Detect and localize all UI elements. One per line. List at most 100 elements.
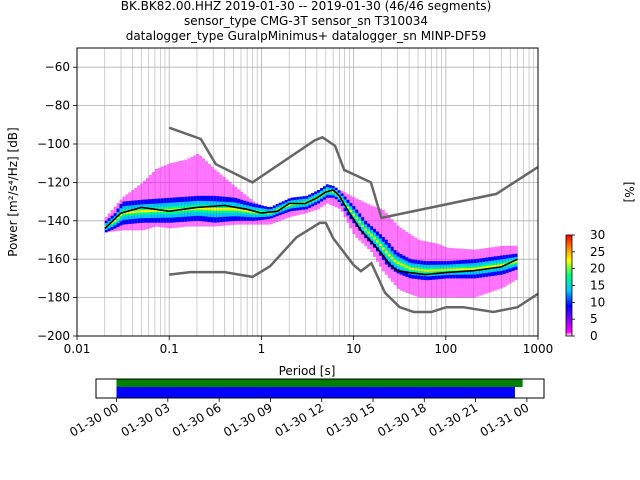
density-cell-peak [199,207,203,210]
density-cell-outer [163,165,167,228]
timeline-bars [116,379,523,398]
density-cell-peak [110,222,114,224]
timeline-tick-label: 01-30 15 [324,400,378,439]
density-cell-peak [222,208,226,211]
density-cell-peak [443,268,447,271]
timeline-bar-data [116,379,523,387]
y-tick-label: −160 [37,252,70,266]
density-cell-peak [452,268,456,271]
density-cell-outer [196,153,200,227]
density-cell-outer [184,159,188,227]
density-cell-peak [358,221,362,223]
density-cell-peak [225,208,229,211]
density-cell-peak [417,268,421,271]
colorbar-tick-label: 15 [590,279,605,293]
mode-line [104,189,518,276]
mode-line-path [104,189,518,276]
colorbar-ticks: 0 5 10 15 20 25 30 [572,228,605,343]
density-cell-peak [113,220,117,222]
density-cell-peak [387,253,391,257]
density-cell-peak [237,208,241,211]
y-axis-label: Power [m²/s⁴/Hz] [dB] [6,127,20,256]
density-cell-peak [402,264,406,267]
density-cell-peak [154,209,158,212]
density-cell-outer [202,158,206,227]
x-tick-label: 1000 [523,342,554,356]
density-cell-outer [190,156,194,227]
y-tick-label: −200 [37,329,70,343]
density-cell-peak [228,208,232,211]
title-line-2: sensor_type CMG-3T sensor_sn T310034 [184,14,428,28]
density-cell-peak [193,207,197,210]
density-cell-peak [373,237,377,240]
timeline-tick-label: 01-30 03 [119,400,173,439]
density-cell-outer [193,155,197,227]
density-cell-peak [399,263,403,266]
density-cell-peak [231,208,235,211]
density-cell-peak [234,208,238,211]
density-cell-peak [202,207,206,210]
density-cell-peak [219,207,223,211]
density-cell-peak [355,217,359,220]
timeline-tick-label: 01-30 09 [221,400,275,439]
x-tick-label: 100 [434,342,457,356]
density-cell-peak [290,203,294,205]
density-cell-peak [467,268,471,270]
density-cell-outer [207,164,211,227]
timeline-tick-label: 01-30 18 [375,400,429,439]
density-cell-peak [393,259,397,263]
x-axis-label: Period [s] [279,364,336,378]
psd-density-heatmap [104,153,518,298]
density-cell-peak [470,267,474,270]
colorbar-tick-label: 20 [590,262,605,276]
density-cell-outer [172,162,176,229]
density-cell-peak [437,269,441,272]
density-cell-peak [446,268,450,271]
density-cell-outer [199,155,203,227]
density-cell-peak [479,267,483,269]
x-tick-label: 0.01 [64,342,91,356]
density-cell-peak [148,209,152,213]
density-cell-peak [246,210,250,213]
y-axis: −200 −180 −160 −140 −120 −100 −80 −60 [37,60,77,343]
density-cell-peak [346,206,350,209]
density-cell-peak [131,211,135,214]
timeline-tick-label: 01-30 00 [67,400,121,439]
timeline-tick-label: 01-30 12 [272,400,326,439]
density-cell-peak [125,211,129,214]
colorbar-tick-label: 25 [590,245,605,259]
density-cell-peak [514,261,518,263]
density-cell-peak [364,228,368,231]
density-cell-peak [252,211,256,213]
density-cell-outer [178,161,182,228]
density-cell-outer [160,166,164,228]
y-tick-label: −180 [37,291,70,305]
density-cell-peak [210,207,214,211]
density-cell-peak [384,250,388,254]
density-cell-peak [370,234,374,237]
timeline-tick-label: 01-31 00 [478,400,532,439]
density-cell-peak [426,269,430,272]
density-cell-peak [196,207,200,210]
density-cell-peak [496,264,500,267]
colorbar-tick-label: 30 [590,228,605,242]
x-tick-label: 1 [258,342,266,356]
density-cell-peak [116,216,120,219]
density-cell-peak [376,240,379,243]
density-cell-outer [187,158,191,227]
density-cell-peak [378,243,382,247]
title-line-1: BK.BK82.00.HHZ 2019-01-30 -- 2019-01-30 … [121,0,492,13]
colorbar-tick-label: 5 [590,312,598,326]
density-cell-peak [151,209,155,213]
y-tick-label: −140 [37,214,70,228]
density-cell-peak [449,268,453,271]
figure-title: BK.BK82.00.HHZ 2019-01-30 -- 2019-01-30 … [121,0,492,43]
density-cell-peak [249,210,253,213]
density-cell-outer [157,167,161,227]
density-cell-peak [473,267,477,270]
density-cell-peak [213,207,217,211]
density-cell-peak [331,191,335,193]
density-cell-peak [488,265,492,268]
colorbar-tick-label: 0 [590,329,598,343]
